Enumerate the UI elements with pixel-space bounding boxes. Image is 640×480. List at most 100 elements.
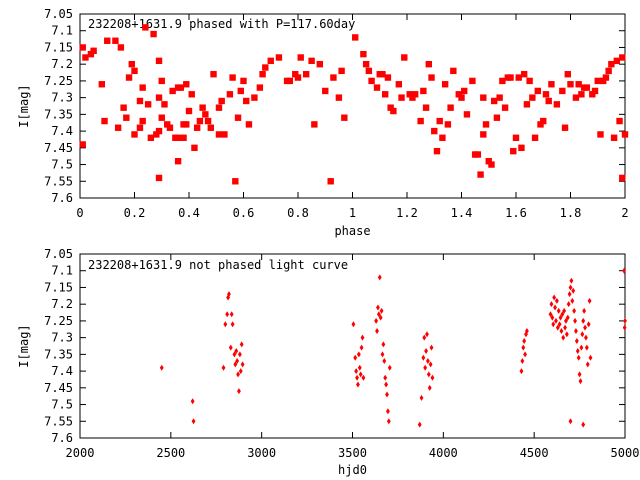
x-tick-label: 1 xyxy=(349,206,356,220)
data-point xyxy=(619,54,626,61)
chart-title: 232208+1631.9 not phased light curve xyxy=(88,258,348,272)
data-point xyxy=(191,144,198,152)
data-point xyxy=(144,101,152,108)
data-point xyxy=(223,321,228,328)
data-point xyxy=(166,124,174,131)
data-point xyxy=(375,327,379,334)
data-point xyxy=(444,121,452,128)
data-point xyxy=(362,60,370,68)
data-point xyxy=(422,334,427,341)
data-point xyxy=(581,421,586,428)
data-point xyxy=(507,74,514,81)
data-point xyxy=(221,131,228,138)
data-point xyxy=(385,391,389,398)
y-tick-label: 7.4 xyxy=(51,124,73,138)
data-point xyxy=(422,104,430,111)
data-point xyxy=(608,60,615,68)
data-point xyxy=(215,104,223,111)
data-point xyxy=(229,74,236,81)
data-point xyxy=(520,358,525,365)
y-tick-label: 7.3 xyxy=(51,331,73,345)
data-point xyxy=(480,131,487,138)
unphased-light-curve-panel: 2000 2500 3000 3500 4000 4500 5000 7.05 7.1 7.15 7… xyxy=(17,247,639,477)
data-point xyxy=(202,111,209,118)
data-point xyxy=(519,368,524,375)
data-point xyxy=(286,77,294,85)
x-tick-label: 1.8 xyxy=(560,206,582,220)
y-tick-label: 7.6 xyxy=(51,431,73,445)
y-tick-label: 7.5 xyxy=(51,398,73,412)
data-point xyxy=(578,378,583,385)
data-point xyxy=(553,304,557,311)
data-point xyxy=(581,317,586,324)
data-point xyxy=(387,104,394,111)
data-point xyxy=(232,178,239,185)
y-tick-label: 7.1 xyxy=(51,24,73,38)
data-point xyxy=(425,331,429,338)
data-point xyxy=(361,374,366,381)
data-point xyxy=(566,301,571,308)
data-point xyxy=(237,388,241,395)
data-point xyxy=(521,344,526,351)
data-point xyxy=(623,317,627,324)
data-point xyxy=(398,94,405,101)
data-point xyxy=(174,134,182,141)
data-point xyxy=(221,364,226,371)
data-point xyxy=(518,144,525,152)
data-point xyxy=(164,121,171,128)
data-point xyxy=(619,174,626,182)
data-point xyxy=(420,87,427,95)
data-point xyxy=(510,147,517,155)
data-point xyxy=(381,341,386,348)
data-point xyxy=(534,87,541,95)
data-point xyxy=(79,44,86,51)
data-point xyxy=(379,71,386,78)
x-axis-label: phase xyxy=(334,224,370,238)
data-point xyxy=(584,344,589,351)
data-point xyxy=(429,344,434,351)
data-point xyxy=(589,91,596,98)
data-point xyxy=(79,141,86,148)
y-tick-label: 7.2 xyxy=(51,297,73,311)
y-tick-label: 7.45 xyxy=(44,381,73,395)
data-point xyxy=(594,77,601,85)
y-tick-label: 7.55 xyxy=(44,174,73,188)
data-point xyxy=(379,307,384,314)
data-point xyxy=(234,114,242,121)
data-point xyxy=(338,67,345,75)
data-point xyxy=(545,97,552,105)
x-tick-label: 2000 xyxy=(66,446,95,460)
data-point xyxy=(267,57,274,65)
data-point xyxy=(426,371,431,378)
data-point xyxy=(112,37,119,44)
data-point xyxy=(292,71,299,78)
data-point xyxy=(376,304,380,311)
data-point xyxy=(564,317,568,324)
data-point xyxy=(226,294,230,301)
data-point xyxy=(423,364,428,371)
data-point xyxy=(190,398,195,405)
data-point xyxy=(419,394,424,401)
data-point xyxy=(548,311,553,318)
data-point xyxy=(537,121,544,128)
data-point xyxy=(576,354,581,361)
data-point xyxy=(155,127,163,135)
data-point xyxy=(406,91,413,98)
data-point xyxy=(571,287,576,294)
data-point xyxy=(386,408,390,415)
data-point xyxy=(597,131,604,138)
data-point xyxy=(570,297,575,304)
data-point xyxy=(477,171,484,178)
data-point xyxy=(380,351,385,358)
y-tick-label: 7.5 xyxy=(51,158,73,172)
data-point xyxy=(501,104,509,111)
x-tick-label: 1.6 xyxy=(505,206,527,220)
data-point xyxy=(523,351,528,358)
data-point xyxy=(386,418,391,425)
data-point xyxy=(177,84,185,91)
y-tick-label: 7.6 xyxy=(51,191,73,205)
data-point xyxy=(548,81,555,88)
data-point xyxy=(360,334,365,341)
data-point xyxy=(561,124,569,131)
data-point xyxy=(131,131,138,138)
